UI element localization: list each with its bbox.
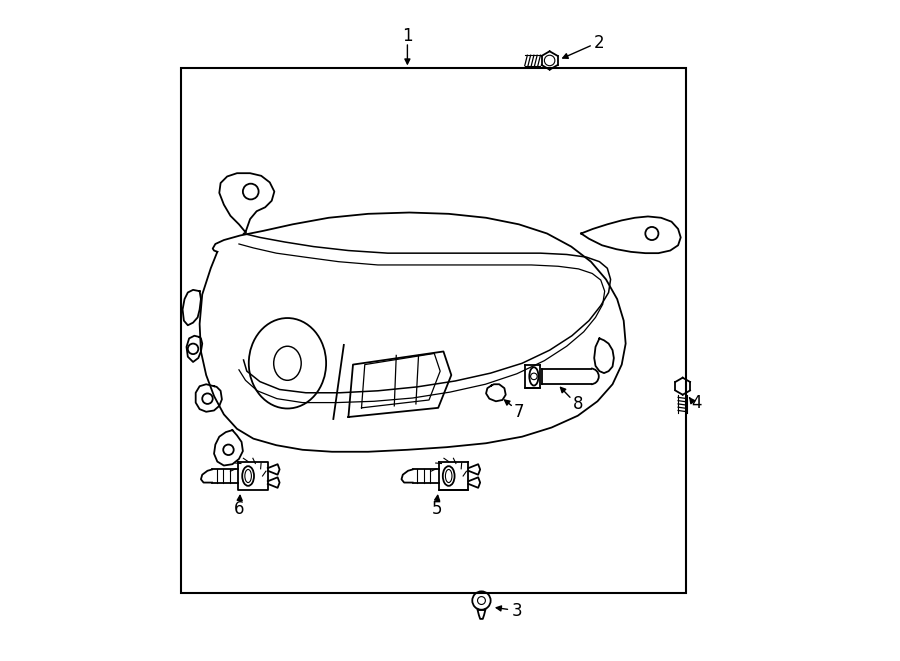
Text: 1: 1	[402, 26, 413, 44]
Bar	[181, 68, 686, 593]
Text: 4: 4	[691, 393, 702, 412]
Text: 6: 6	[234, 500, 244, 518]
Text: 8: 8	[572, 395, 583, 413]
Text: 2: 2	[594, 34, 605, 52]
Text: 3: 3	[511, 602, 522, 620]
Text: 7: 7	[514, 403, 524, 422]
Text: 5: 5	[432, 500, 442, 518]
